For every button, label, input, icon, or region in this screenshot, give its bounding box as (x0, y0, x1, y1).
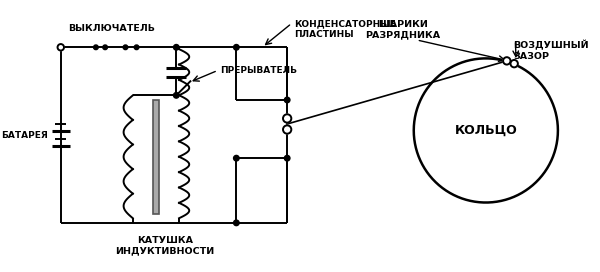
Circle shape (134, 45, 139, 50)
Circle shape (284, 97, 290, 103)
Circle shape (173, 45, 179, 50)
Circle shape (103, 45, 107, 50)
Circle shape (511, 60, 518, 67)
Circle shape (58, 44, 64, 51)
Text: ПРЕРЫВАТЕЛЬ: ПРЕРЫВАТЕЛЬ (220, 66, 297, 75)
Circle shape (233, 220, 239, 226)
Circle shape (123, 45, 128, 50)
Text: БАТАРЕЯ: БАТАРЕЯ (1, 131, 48, 140)
Bar (153, 100, 159, 214)
Text: ШАРИКИ
РАЗРЯДНИКА: ШАРИКИ РАЗРЯДНИКА (365, 20, 440, 39)
Text: КОЛЬЦО: КОЛЬЦО (454, 124, 517, 137)
Circle shape (283, 125, 292, 134)
Circle shape (94, 45, 98, 50)
Circle shape (233, 155, 239, 161)
Text: ВОЗДУШНЫЙ
ЗАЗОР: ВОЗДУШНЫЙ ЗАЗОР (514, 40, 589, 61)
Text: КАТУШКА
ИНДУКТИВНОСТИ: КАТУШКА ИНДУКТИВНОСТИ (116, 236, 215, 255)
Text: ВЫКЛЮЧАТЕЛЬ: ВЫКЛЮЧАТЕЛЬ (68, 23, 155, 33)
Circle shape (173, 92, 179, 98)
Circle shape (283, 114, 292, 123)
Circle shape (284, 155, 290, 161)
Circle shape (233, 45, 239, 50)
Circle shape (503, 57, 511, 64)
Text: КОНДЕНСАТОРНЫЕ
ПЛАСТИНЫ: КОНДЕНСАТОРНЫЕ ПЛАСТИНЫ (293, 20, 395, 39)
